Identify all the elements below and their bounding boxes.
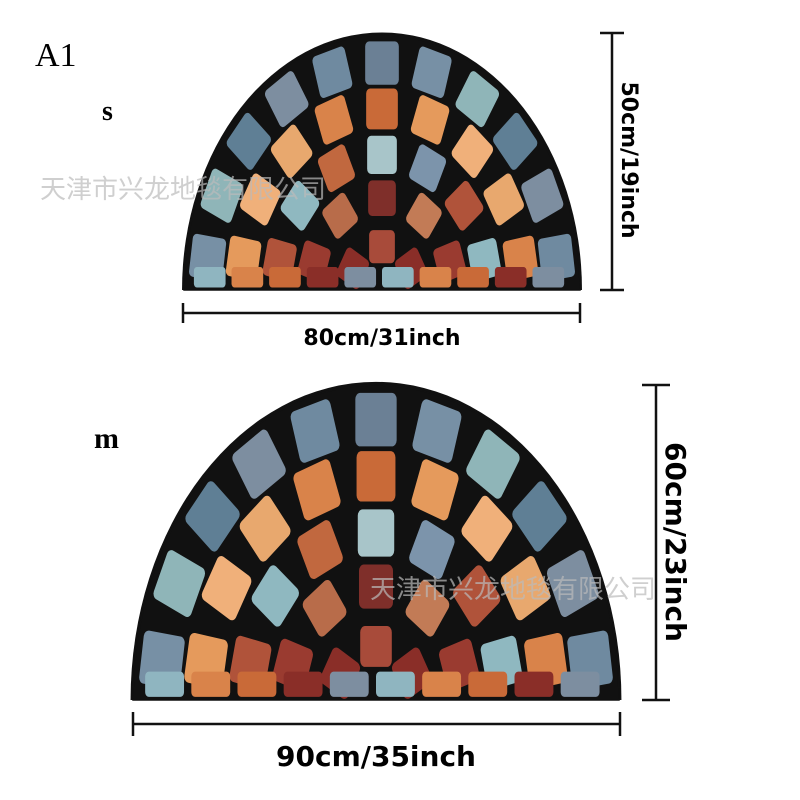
tile (368, 180, 396, 217)
tile (355, 392, 397, 447)
tile (290, 399, 340, 463)
tile (560, 671, 600, 697)
tile (193, 267, 226, 288)
tile (201, 556, 252, 621)
tile (369, 230, 395, 264)
tile (376, 671, 415, 697)
width-label: 80cm/31inch (303, 326, 460, 351)
model-label: A1 (35, 37, 77, 74)
tile (322, 192, 358, 239)
tile (356, 451, 396, 502)
tile (237, 671, 277, 697)
tile (367, 135, 397, 174)
tile (358, 564, 394, 609)
width-label: 90cm/35inch (276, 740, 476, 773)
tile (365, 41, 399, 85)
tile (366, 88, 398, 130)
tile (410, 95, 450, 145)
tile (411, 459, 459, 521)
tile (466, 429, 520, 499)
watermark: 天津市兴龙地毯有限公司 (40, 175, 326, 205)
tile (382, 267, 414, 288)
tile (317, 144, 355, 193)
size-label: m (94, 422, 119, 455)
watermark: 天津市兴龙地毯有限公司 (370, 575, 656, 605)
tile (357, 509, 395, 557)
tile (409, 144, 447, 193)
tile (406, 192, 442, 239)
tile (231, 267, 264, 288)
tile (270, 124, 313, 178)
tile (226, 112, 271, 170)
dimension-lines (131, 31, 670, 736)
rug-border (184, 35, 580, 290)
tile (153, 550, 206, 617)
tiles (189, 41, 575, 290)
tile (455, 71, 500, 128)
tile (297, 520, 343, 580)
tile (409, 520, 455, 580)
tile (493, 112, 538, 170)
tile (280, 180, 320, 231)
rug-small (182, 32, 582, 291)
tile (344, 267, 377, 288)
tile (451, 124, 494, 178)
tile (483, 173, 524, 226)
tile (360, 625, 392, 667)
tile (457, 267, 489, 288)
tile (412, 399, 462, 463)
tile (422, 671, 462, 697)
tile (461, 495, 513, 562)
rug-border (133, 385, 619, 700)
height-label: 50cm/19inch (616, 81, 641, 238)
tile (251, 565, 299, 627)
tile (468, 671, 508, 697)
tile (306, 267, 339, 288)
tile (283, 671, 323, 697)
tile (453, 565, 501, 627)
tile (302, 579, 347, 637)
tile (444, 180, 484, 231)
tile (514, 671, 554, 697)
tile (191, 671, 231, 697)
tile (185, 481, 240, 552)
tile (232, 429, 286, 499)
tile (269, 267, 301, 288)
tile (532, 267, 565, 288)
tile (411, 46, 452, 98)
tile (239, 495, 291, 562)
tile (512, 481, 567, 552)
tile (419, 267, 452, 288)
tile (546, 550, 599, 617)
tile (500, 556, 551, 621)
tile (405, 579, 450, 637)
tile (494, 267, 527, 288)
tile (521, 168, 564, 223)
tile (312, 46, 353, 98)
size-label: s (102, 96, 113, 127)
tile (145, 671, 185, 697)
tile (264, 71, 309, 128)
height-label: 60cm/23inch (659, 442, 692, 642)
tile (314, 95, 354, 145)
tile (329, 671, 369, 697)
tiles (139, 392, 613, 699)
rug-medium (130, 381, 622, 701)
tile (293, 459, 341, 521)
tile (200, 168, 243, 223)
tile (240, 173, 281, 226)
